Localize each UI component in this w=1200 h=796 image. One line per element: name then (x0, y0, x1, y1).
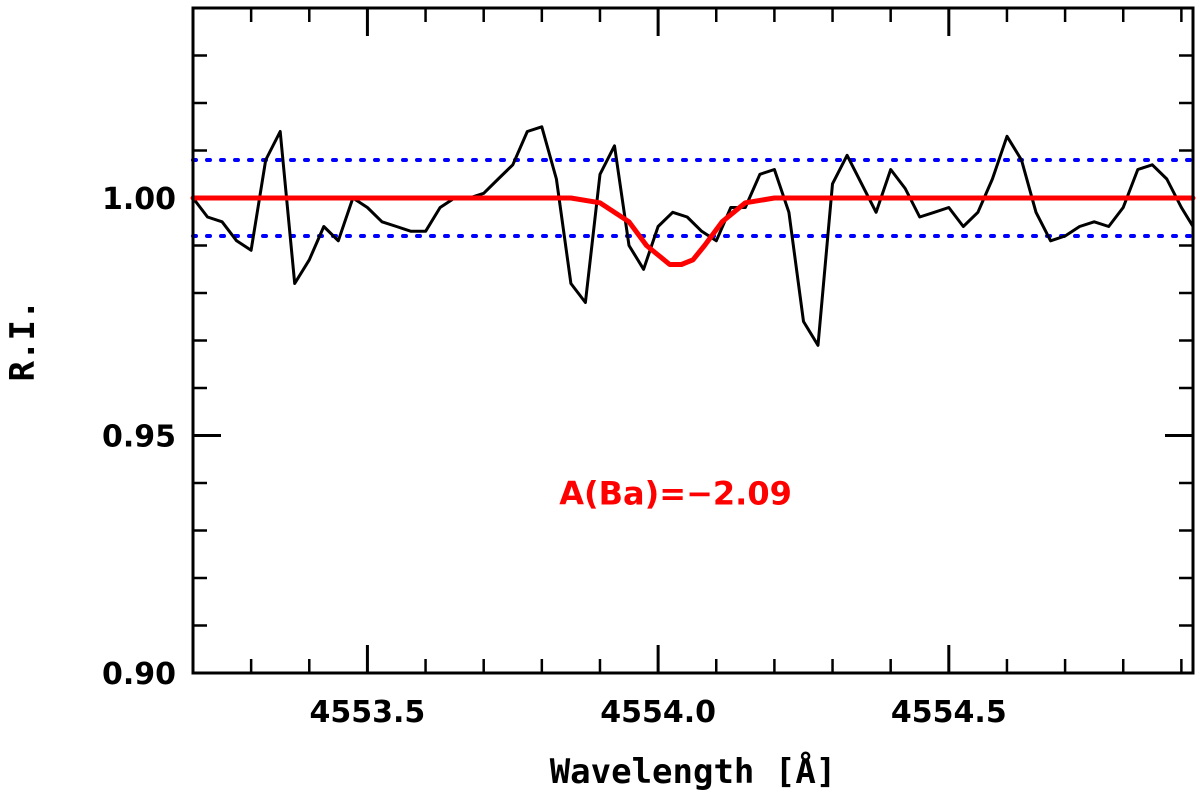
abundance-annotation: A(Ba)=−2.09 (559, 474, 792, 512)
y-tick-label: 0.90 (102, 657, 176, 692)
series-layer (190, 125, 1196, 347)
x-tick-label: 4554.5 (891, 695, 1007, 730)
tick-labels: 4553.5 4554.0 4554.5 0.90 0.95 1.00 (102, 182, 1007, 730)
x-axis-title: Wavelength [Å] (550, 751, 837, 792)
annotations: A(Ba)=−2.09 (559, 474, 792, 512)
y-tick-label: 0.95 (102, 420, 176, 455)
y-axis-title: R.I. (3, 300, 43, 382)
major-ticks (193, 8, 1193, 675)
synthetic-spectrum-line (190, 195, 1196, 267)
minor-ticks (191, 6, 1193, 673)
plot-frame (191, 6, 1195, 675)
observed-spectrum-line (191, 125, 1195, 347)
x-tick-label: 4553.5 (310, 695, 426, 730)
x-tick-label: 4554.0 (600, 695, 716, 730)
reference-lines (191, 158, 1195, 238)
y-tick-label: 1.00 (102, 182, 176, 217)
